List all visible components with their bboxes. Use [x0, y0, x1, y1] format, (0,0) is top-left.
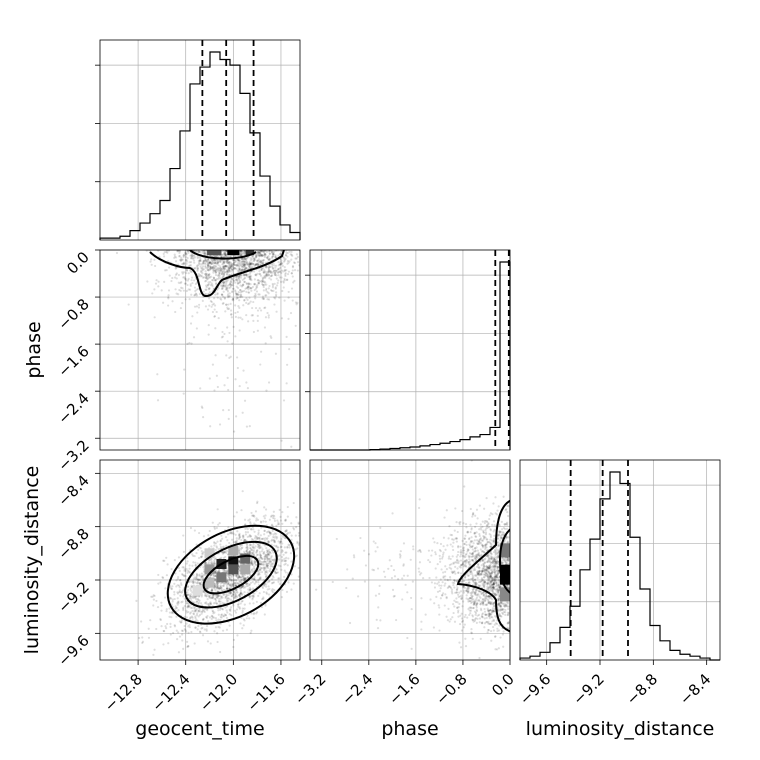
y-tick-label-luminosity_distance: −8.4 [54, 471, 92, 509]
density-cell [500, 543, 510, 558]
scatter-panel-phase-vs-geocent-time [99, 249, 301, 451]
density-cell [192, 585, 203, 596]
y-tick-label-phase: −0.8 [54, 295, 92, 333]
x-axis-label-luminosity-distance: luminosity_distance [526, 718, 715, 740]
contour-line [498, 528, 510, 594]
x-tick-label-geocent_time: −12.0 [196, 670, 241, 715]
density-cell [500, 587, 510, 602]
panel-frame [519, 459, 721, 661]
panel-frame [309, 249, 511, 451]
density-cell [240, 553, 251, 564]
x-axis-label-phase: phase [381, 718, 438, 740]
density-cell [204, 577, 215, 588]
y-tick-label-luminosity_distance: −8.8 [54, 525, 92, 563]
contour-line [202, 554, 260, 595]
histogram-step [519, 471, 720, 661]
x-tick-label-phase: −3.2 [291, 670, 329, 708]
contour-line [189, 250, 257, 260]
y-tick-label-luminosity_distance: −9.6 [54, 631, 92, 669]
panel-frame [99, 249, 301, 451]
y-tick-label-luminosity_distance: −9.2 [54, 578, 92, 616]
sample-points [115, 250, 300, 448]
density-cell [228, 564, 239, 575]
density-cell [227, 250, 240, 256]
hist-panel-geocent_time [95, 39, 301, 241]
hist-panel-phase [305, 249, 511, 451]
x-tick-label-geocent_time: −11.6 [244, 670, 289, 715]
density-cell [204, 564, 215, 575]
contour-line [184, 540, 278, 609]
x-tick-label-phase: −0.8 [432, 670, 470, 708]
contour-line [456, 500, 510, 633]
panel-frame [309, 459, 511, 661]
hist-panel-luminosity_distance [519, 459, 721, 661]
x-tick-label-luminosity_distance: −8.8 [623, 670, 661, 708]
y-tick-label-phase: −3.2 [54, 436, 92, 474]
x-tick-label-luminosity_distance: −8.4 [676, 670, 714, 708]
x-tick-label-phase: 0.0 [488, 670, 518, 700]
density-contours [166, 524, 296, 625]
y-axis-label-luminosity-distance: luminosity_distance [21, 466, 43, 655]
density-cell [228, 545, 239, 556]
sample-points [315, 460, 510, 660]
histogram-step [99, 51, 301, 240]
scatter-panel-lum-vs-geocent-time [99, 459, 301, 661]
x-tick-label-geocent_time: −12.4 [148, 670, 193, 715]
density-cell [228, 556, 239, 567]
y-tick-label-phase: 0.0 [63, 248, 93, 278]
density-contours [149, 250, 285, 298]
contour-line [149, 250, 285, 298]
contour-line [166, 524, 296, 625]
y-tick-label-phase: −1.6 [54, 342, 92, 380]
x-tick-label-geocent_time: −12.8 [101, 670, 146, 715]
axis-ticks [95, 249, 708, 665]
density-cell [216, 572, 227, 583]
histogram-step [310, 261, 511, 451]
x-tick-label-luminosity_distance: −9.2 [569, 670, 607, 708]
density-cell [207, 250, 222, 256]
panel-frame [99, 459, 301, 661]
density-cell [245, 250, 255, 256]
x-tick-label-phase: −2.4 [338, 670, 376, 708]
x-tick-label-phase: −1.6 [385, 670, 423, 708]
density-cell [500, 564, 510, 585]
x-axis-label-geocent-time: geocent_time [135, 718, 264, 740]
density-cell [240, 564, 251, 575]
panel-frame [99, 39, 301, 241]
y-axis-label-phase: phase [23, 321, 45, 378]
x-tick-label-luminosity_distance: −9.6 [516, 670, 554, 708]
density-contours [456, 500, 510, 633]
scatter-panel-lum-vs-phase [309, 459, 511, 661]
y-tick-label-phase: −2.4 [54, 389, 92, 427]
density-cell [204, 548, 215, 559]
